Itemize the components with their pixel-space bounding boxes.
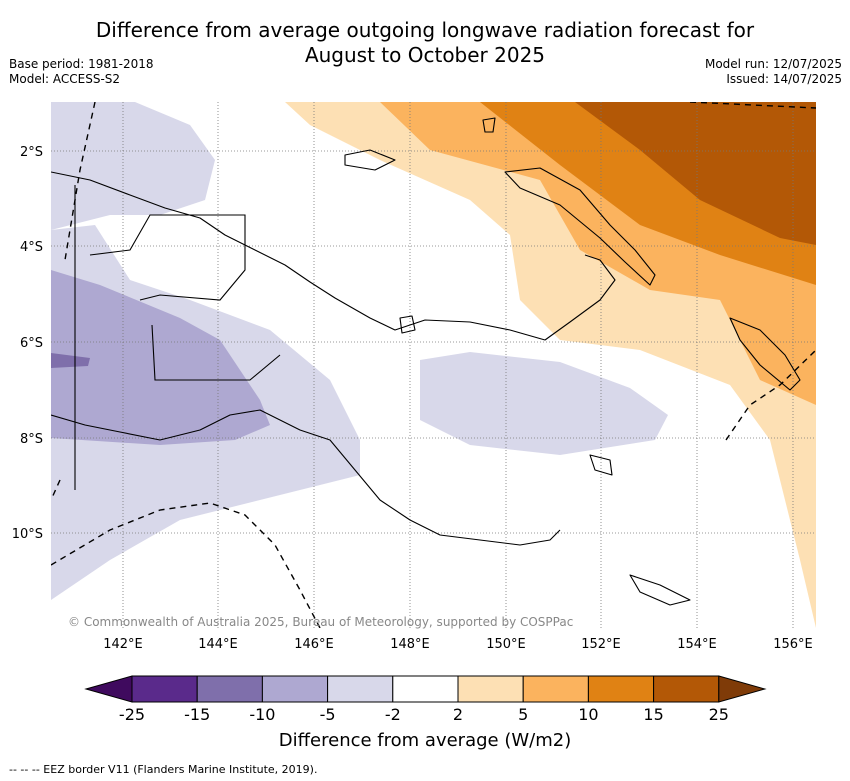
colorbar-bin bbox=[522, 675, 589, 703]
lon-label: 146°E bbox=[294, 637, 334, 652]
lat-label: 6°S bbox=[20, 336, 43, 351]
eez-legend-note: -- -- -- EEZ border V11 (Flanders Marine… bbox=[9, 763, 318, 776]
eez-borders bbox=[51, 102, 816, 628]
longitude-labels: 142°E 144°E 146°E 148°E 150°E 152°E 154°… bbox=[103, 637, 813, 652]
colorbar-tick-label: -5 bbox=[319, 705, 336, 724]
colorbar-extend-low bbox=[84, 675, 133, 703]
negative-anomaly-strong bbox=[51, 353, 90, 368]
negative-anomaly-medium bbox=[51, 270, 270, 445]
lon-label: 154°E bbox=[677, 637, 717, 652]
coastlines bbox=[51, 117, 801, 606]
model-name: Model: ACCESS-S2 bbox=[9, 72, 121, 86]
colorbar-tick-label: -2 bbox=[384, 705, 401, 724]
lon-label: 156°E bbox=[773, 637, 813, 652]
lon-label: 142°E bbox=[103, 637, 143, 652]
model-run: Model run: 12/07/2025 bbox=[704, 57, 842, 71]
colorbar-bin bbox=[392, 675, 459, 703]
colorbar-tick-label: -25 bbox=[118, 705, 146, 724]
lon-label: 152°E bbox=[581, 637, 621, 652]
meta-left: Base period: 1981-2018 Model: ACCESS-S2 bbox=[9, 57, 154, 87]
colorbar-bin bbox=[457, 675, 524, 703]
lat-label: 4°S bbox=[20, 240, 43, 255]
lat-label: 2°S bbox=[20, 145, 43, 160]
copyright-notice: © Commonwealth of Australia 2025, Bureau… bbox=[68, 615, 573, 629]
colorbar bbox=[84, 675, 767, 703]
colorbar-bin bbox=[587, 675, 655, 703]
colorbar-bin bbox=[131, 675, 198, 703]
negative-anomaly-central bbox=[420, 352, 668, 455]
colorbar-bin bbox=[653, 675, 720, 703]
map-title: Difference from average outgoing longwav… bbox=[0, 18, 850, 68]
colorbar-bin bbox=[327, 675, 394, 703]
latitude-labels: 2°S 4°S 6°S 8°S 10°S bbox=[12, 145, 43, 542]
lat-label: 8°S bbox=[20, 432, 43, 447]
lat-label: 10°S bbox=[12, 527, 43, 542]
colorbar-tick-label: 25 bbox=[708, 705, 729, 724]
colorbar-label: Difference from average (W/m2) bbox=[278, 730, 572, 751]
lon-label: 144°E bbox=[198, 637, 238, 652]
anomaly-fields bbox=[51, 102, 816, 628]
meta-right: Model run: 12/07/2025 Issued: 14/07/2025 bbox=[705, 57, 842, 87]
colorbar-bin bbox=[196, 675, 263, 703]
gridlines bbox=[51, 102, 816, 628]
title-line-1: Difference from average outgoing longwav… bbox=[95, 18, 755, 42]
colorbar-tick-label: 2 bbox=[452, 705, 464, 724]
positive-anomaly-very-strong bbox=[575, 102, 816, 245]
colorbar-bin bbox=[261, 675, 329, 703]
colorbar-tick-label: -15 bbox=[184, 705, 211, 724]
colorbar-tick-label: 15 bbox=[643, 705, 664, 724]
lon-label: 148°E bbox=[390, 637, 430, 652]
negative-anomaly-west bbox=[51, 102, 215, 230]
lon-label: 150°E bbox=[486, 637, 526, 652]
base-period: Base period: 1981-2018 bbox=[9, 57, 154, 71]
title-line-2: August to October 2025 bbox=[304, 43, 546, 67]
colorbar-tick-label: 10 bbox=[578, 705, 599, 724]
borders bbox=[74, 185, 281, 490]
issued-date: Issued: 14/07/2025 bbox=[726, 72, 842, 86]
colorbar-extend-high bbox=[718, 675, 767, 703]
colorbar-tick-label: 5 bbox=[518, 705, 529, 724]
colorbar-tick-label: -10 bbox=[249, 705, 276, 724]
